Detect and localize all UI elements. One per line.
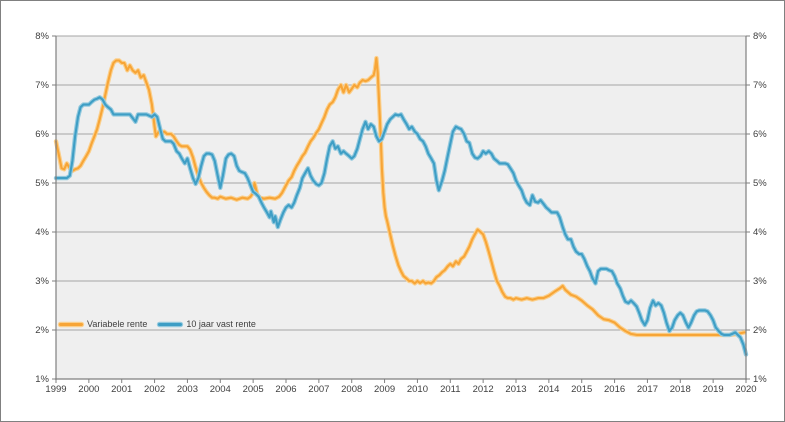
x-axis-label: 2019 <box>703 384 724 395</box>
x-axis-label: 2010 <box>407 384 428 395</box>
y-axis-label-right: 3% <box>753 276 767 287</box>
legend-item-variabele-rente: Variabele rente <box>59 319 147 329</box>
x-axis-label: 2009 <box>374 384 395 395</box>
x-axis-label: 2015 <box>571 384 592 395</box>
x-axis-label: 2018 <box>670 384 691 395</box>
x-axis-label: 2016 <box>604 384 625 395</box>
x-axis-label: 2017 <box>637 384 658 395</box>
plot-area <box>56 36 746 379</box>
x-axis-label: 2013 <box>505 384 526 395</box>
x-axis-label: 2012 <box>473 384 494 395</box>
x-axis-label: 2004 <box>210 384 231 395</box>
x-axis-label: 2003 <box>177 384 198 395</box>
series-line-variabele-rente <box>54 57 746 336</box>
x-axis-label: 1999 <box>45 384 66 395</box>
y-axis-label-right: 4% <box>753 227 767 238</box>
y-axis-label-right: 6% <box>753 129 767 140</box>
x-axis-label: 2014 <box>538 384 559 395</box>
legend-item-10-jaar-vast-rente: 10 jaar vast rente <box>158 319 256 329</box>
y-axis-label-left: 1% <box>35 374 49 385</box>
y-axis-label-left: 8% <box>35 31 49 42</box>
y-axis-label-left: 7% <box>35 80 49 91</box>
legend: Variabele rente 10 jaar vast rente <box>59 317 256 331</box>
y-axis-label-left: 5% <box>35 178 49 189</box>
x-axis-label: 2007 <box>308 384 329 395</box>
x-axis-label: 2006 <box>275 384 296 395</box>
x-axis-label: 2002 <box>144 384 165 395</box>
legend-swatch-10-jaar-vast-rente <box>158 322 183 326</box>
y-axis-label-left: 6% <box>35 129 49 140</box>
y-axis-label-left: 4% <box>35 227 49 238</box>
legend-label-variabele-rente: Variabele rente <box>87 319 148 329</box>
y-axis-label-left: 2% <box>35 325 49 336</box>
x-axis-label: 2020 <box>735 384 756 395</box>
y-axis-label-right: 2% <box>753 325 767 336</box>
x-axis-label: 2005 <box>243 384 264 395</box>
legend-swatch-variabele-rente <box>59 322 83 326</box>
y-axis-label-right: 7% <box>753 80 767 91</box>
x-axis-label: 2011 <box>440 384 460 395</box>
x-axis-label: 2008 <box>341 384 362 395</box>
y-axis-label-right: 5% <box>753 178 767 189</box>
x-axis-label: 2001 <box>111 384 132 395</box>
series-line-10-jaar-vast-rente <box>54 96 748 356</box>
y-axis-label-left: 3% <box>35 276 49 287</box>
legend-label-10-jaar-vast-rente: 10 jaar vast rente <box>186 319 256 329</box>
x-axis-label: 2000 <box>78 384 99 395</box>
y-axis-label-right: 1% <box>753 374 767 385</box>
y-axis-label-right: 8% <box>753 31 767 42</box>
